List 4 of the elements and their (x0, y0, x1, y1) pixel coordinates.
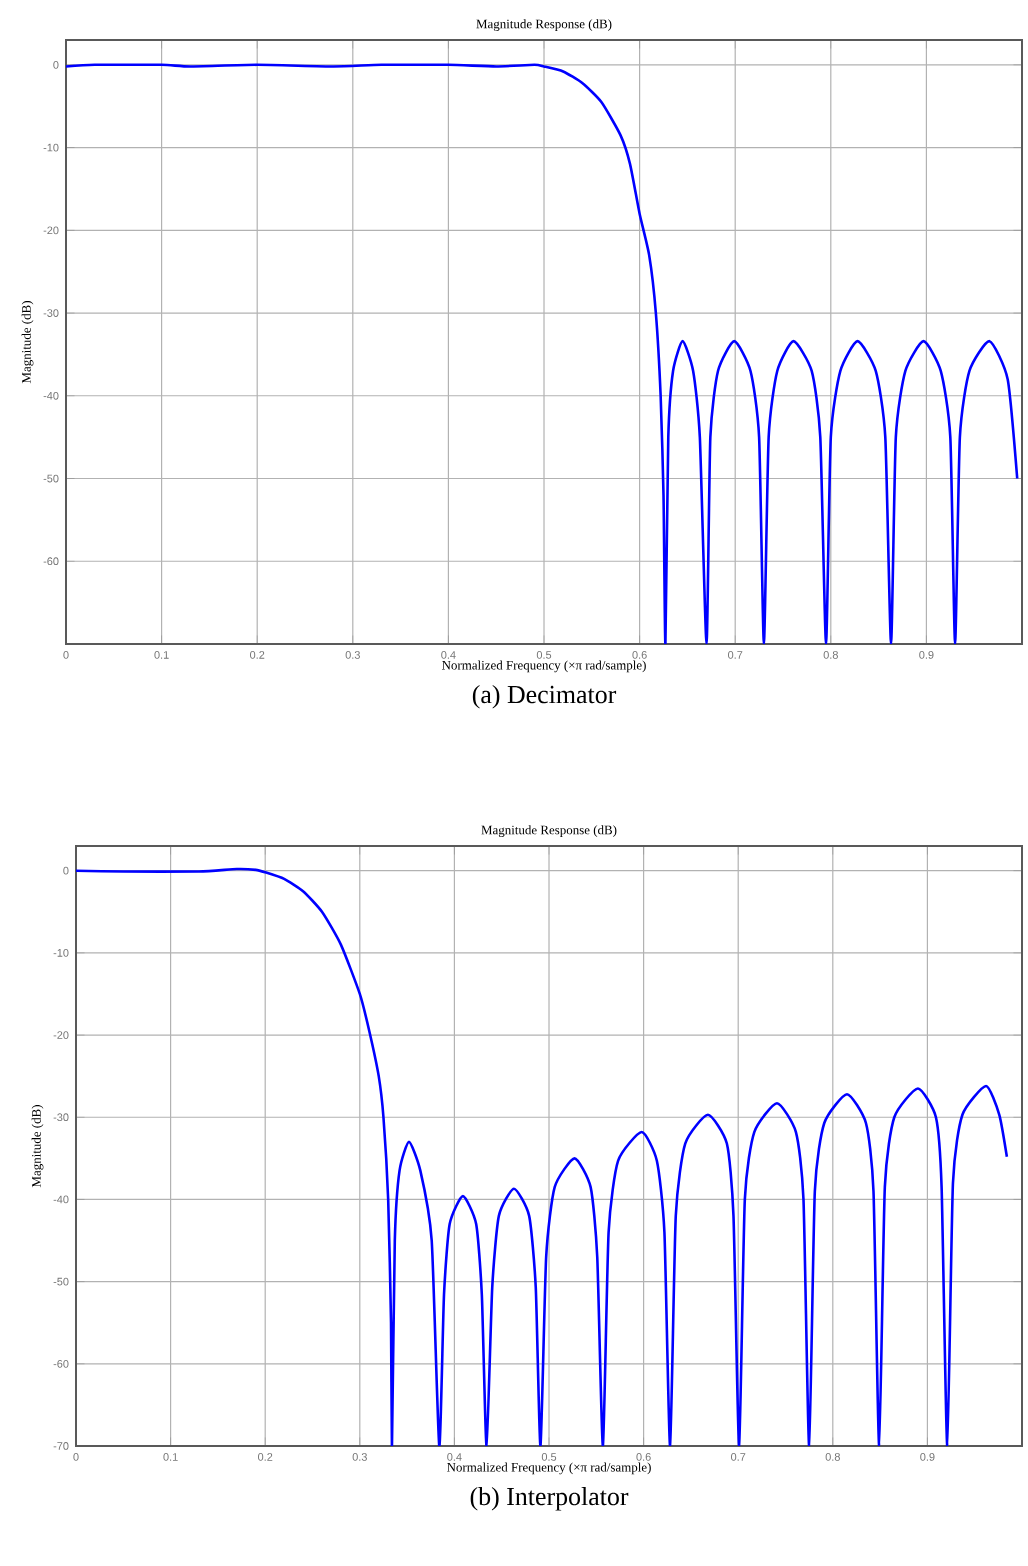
text: (b) Interpolator (470, 1487, 629, 1511)
line-series (76, 867, 1009, 1447)
text: (a) Decimator (472, 685, 617, 709)
line-series (66, 63, 1019, 644)
